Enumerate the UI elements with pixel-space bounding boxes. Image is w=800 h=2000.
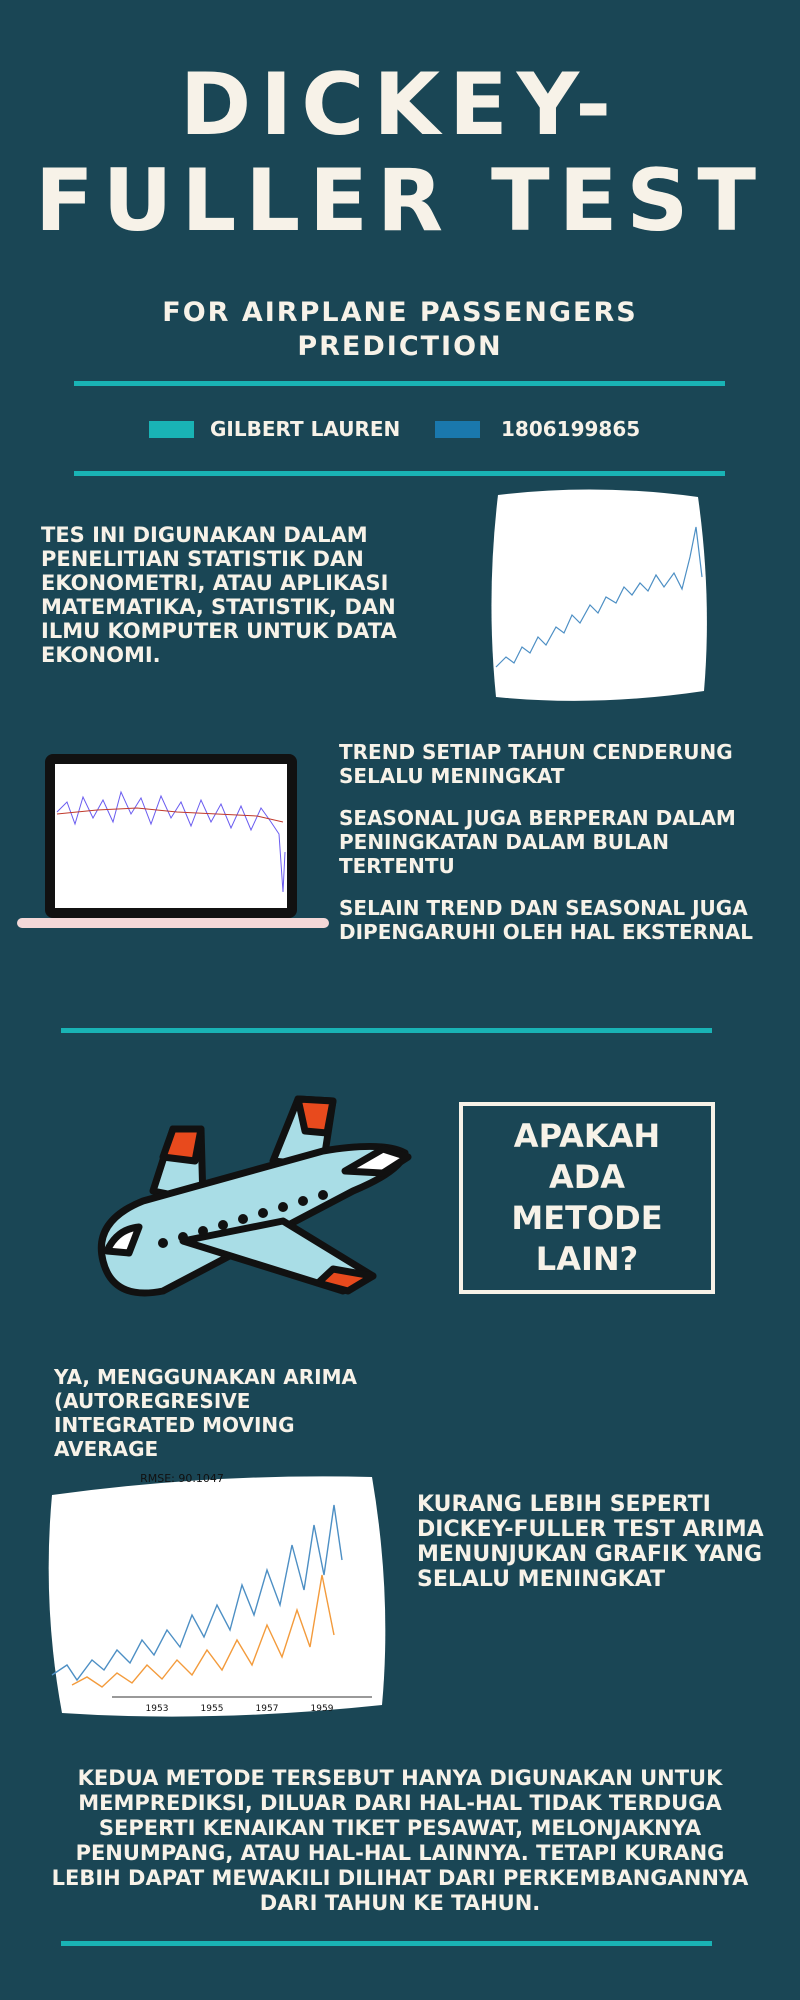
- series-line: [495, 526, 703, 668]
- series-line: [71, 1574, 335, 1688]
- screen-content: [55, 764, 287, 908]
- author: GILBERT LAUREN: [210, 417, 401, 441]
- x-tick-label: 1959: [311, 1704, 334, 1714]
- answer: YA, MENGGUNAKAN ARIMA (AUTOREGRESIVE INT…: [54, 1365, 357, 1461]
- point: SEASONAL JUGA BERPERAN DALAM PENINGKATAN…: [339, 806, 736, 878]
- x-tick-label: 1953: [146, 1704, 169, 1714]
- divider: [61, 1941, 712, 1946]
- image-frame: [491, 489, 707, 701]
- divider: [61, 1028, 712, 1033]
- question: APAKAH ADA METODE LAIN?: [511, 1117, 663, 1278]
- series-line: [56, 807, 284, 823]
- student-id: 1806199865: [501, 417, 641, 441]
- subtitle: FOR AIRPLANE PASSENGERS PREDICTION: [162, 297, 638, 362]
- x-tick-label: 1955: [201, 1704, 224, 1714]
- conclusion: KEDUA METODE TERSEBUT HANYA DIGUNAKAN UN…: [51, 1766, 749, 1915]
- series-line: [56, 790, 286, 893]
- point: SELAIN TREND DAN SEASONAL JUGA DIPENGARU…: [339, 896, 754, 944]
- airplane: [97, 1095, 412, 1297]
- chart-image: [491, 489, 707, 701]
- swatch: [149, 421, 194, 438]
- points: TREND SETIAP TAHUN CENDERUNG SELALU MENI…: [339, 740, 759, 944]
- arima-note: KURANG LEBIH SEPERTI DICKEY-FULLER TEST …: [417, 1492, 764, 1592]
- swatch: [435, 421, 480, 438]
- series-line: [51, 1504, 343, 1682]
- chart-label: RMSE: 90.1047: [140, 1472, 224, 1485]
- divider: [74, 471, 725, 476]
- title-line: FULLER TEST: [34, 151, 766, 251]
- point: TREND SETIAP TAHUN CENDERUNG SELALU MENI…: [339, 740, 733, 788]
- laptop-base: [17, 918, 329, 928]
- x-tick-label: 1957: [256, 1704, 279, 1714]
- laptop: [17, 754, 329, 928]
- question-box: APAKAH ADA METODE LAIN?: [459, 1102, 715, 1294]
- arima-chart: RMSE: 90.1047 1953 1955 1957 1959: [48, 1472, 386, 1717]
- divider: [74, 381, 725, 386]
- title-line: DICKEY-: [179, 55, 621, 155]
- intro: TES INI DIGUNAKAN DALAM PENELITIAN STATI…: [41, 523, 397, 667]
